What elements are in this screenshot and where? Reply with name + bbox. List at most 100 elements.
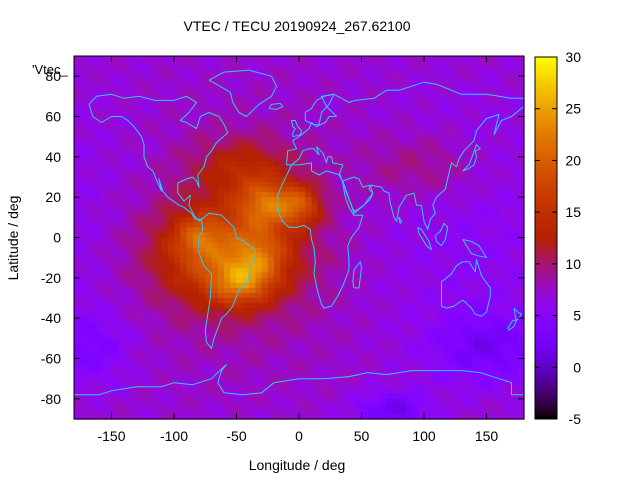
heatmap-cell: [299, 343, 306, 350]
heatmap-cell: [442, 247, 450, 254]
heatmap-cell: [517, 247, 525, 254]
heatmap-cell: [261, 292, 269, 299]
heatmap-cell: [336, 101, 344, 108]
heatmap-cell: [230, 151, 238, 158]
heatmap-cell: [286, 207, 294, 213]
heatmap-cell: [99, 303, 106, 309]
heatmap-cell: [236, 287, 244, 294]
heatmap-cell: [411, 353, 419, 360]
heatmap-cell: [99, 106, 106, 113]
heatmap-cell: [286, 252, 294, 259]
heatmap-cell: [324, 323, 331, 329]
heatmap-cell: [286, 323, 294, 329]
heatmap-cell: [99, 111, 106, 118]
heatmap-cell: [280, 56, 288, 62]
heatmap-cell: [474, 318, 481, 324]
heatmap-cell: [136, 298, 144, 304]
heatmap-cell: [105, 252, 113, 259]
heatmap-cell: [380, 171, 388, 178]
heatmap-cell: [167, 177, 175, 183]
heatmap-cell: [424, 287, 431, 294]
heatmap-cell: [292, 116, 300, 123]
heatmap-cell: [124, 151, 131, 158]
heatmap-cell: [155, 282, 163, 289]
heatmap-cell: [249, 247, 256, 254]
heatmap-cell: [217, 177, 225, 183]
heatmap-cell: [192, 66, 200, 72]
heatmap-cell: [399, 303, 406, 309]
heatmap-cell: [149, 66, 156, 72]
heatmap-cell: [236, 282, 244, 289]
heatmap-cell: [380, 131, 388, 138]
heatmap-cell: [499, 378, 506, 385]
heatmap-cell: [380, 303, 388, 309]
heatmap-cell: [517, 313, 525, 319]
heatmap-cell: [305, 101, 313, 108]
heatmap-cell: [261, 287, 269, 294]
heatmap-cell: [249, 373, 256, 380]
heatmap-cell: [317, 171, 325, 178]
heatmap-cell: [386, 257, 394, 264]
heatmap-cell: [374, 363, 381, 370]
heatmap-cell: [80, 81, 88, 87]
heatmap-cell: [492, 358, 500, 365]
heatmap-cell: [167, 333, 175, 339]
heatmap-cell: [92, 101, 100, 108]
heatmap-cell: [317, 156, 325, 163]
heatmap-cell: [355, 66, 363, 72]
heatmap-cell: [192, 398, 200, 405]
heatmap-cell: [305, 267, 313, 274]
heatmap-cell: [442, 323, 450, 329]
heatmap-cell: [474, 151, 481, 158]
heatmap-cell: [161, 232, 169, 239]
heatmap-cell: [167, 403, 175, 410]
heatmap-cell: [274, 187, 281, 193]
heatmap-cell: [142, 333, 150, 339]
heatmap-cell: [336, 393, 344, 400]
heatmap-cell: [380, 343, 388, 350]
heatmap-cell: [367, 56, 375, 62]
heatmap-cell: [374, 212, 381, 218]
heatmap-cell: [442, 348, 450, 355]
heatmap-cell: [386, 353, 394, 360]
heatmap-cell: [499, 318, 506, 324]
heatmap-cell: [342, 61, 350, 67]
heatmap-cell: [274, 292, 281, 299]
heatmap-cell: [74, 217, 81, 223]
heatmap-cell: [299, 277, 306, 284]
heatmap-cell: [399, 76, 406, 82]
heatmap-cell: [386, 76, 394, 82]
heatmap-cell: [230, 318, 238, 324]
heatmap-cell: [474, 71, 481, 77]
heatmap-cell: [230, 86, 238, 92]
heatmap-cell: [474, 106, 481, 113]
heatmap-cell: [511, 272, 519, 279]
heatmap-cell: [280, 323, 288, 329]
heatmap-cell: [74, 242, 81, 249]
heatmap-cell: [474, 282, 481, 289]
heatmap-cell: [199, 287, 206, 294]
heatmap-cell: [142, 141, 150, 148]
heatmap-cell: [336, 187, 344, 193]
heatmap-cell: [324, 267, 331, 274]
heatmap-cell: [249, 343, 256, 350]
heatmap-cell: [505, 182, 513, 188]
heatmap-cell: [74, 358, 81, 365]
heatmap-cell: [317, 287, 325, 294]
heatmap-cell: [330, 197, 338, 203]
heatmap-cell: [192, 348, 200, 355]
heatmap-cell: [280, 202, 288, 208]
heatmap-cell: [155, 187, 163, 193]
heatmap-cell: [417, 232, 425, 239]
heatmap-cell: [99, 262, 106, 269]
heatmap-cell: [261, 76, 269, 82]
heatmap-cell: [405, 156, 413, 163]
heatmap-cell: [280, 237, 288, 244]
heatmap-cell: [174, 338, 181, 344]
heatmap-cell: [211, 252, 219, 259]
heatmap-cell: [136, 348, 144, 355]
heatmap-cell: [74, 393, 81, 400]
heatmap-cell: [242, 96, 250, 102]
heatmap-cell: [399, 192, 406, 198]
heatmap-cell: [355, 151, 363, 158]
